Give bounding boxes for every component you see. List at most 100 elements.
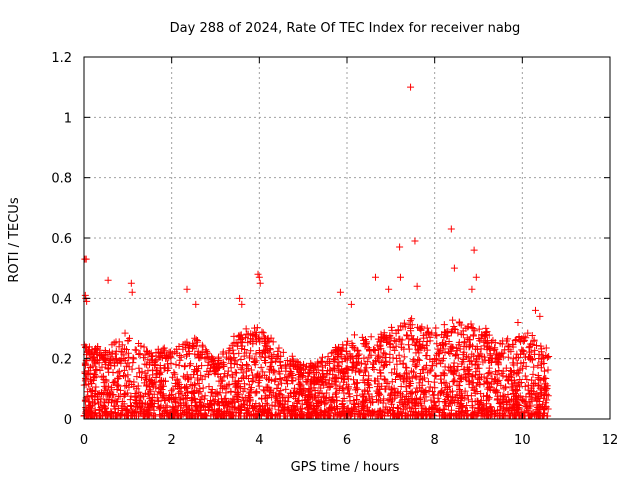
roti-point (420, 334, 428, 342)
roti-point (293, 399, 301, 407)
roti-point (264, 334, 272, 342)
roti-point (87, 363, 95, 371)
y-tick-label: 0.8 (51, 172, 72, 187)
roti-point-peak (255, 273, 263, 281)
roti-point (304, 372, 312, 380)
roti-point (407, 367, 415, 375)
roti-point (380, 329, 388, 337)
roti-point (155, 388, 163, 396)
roti-point (480, 406, 488, 414)
roti-point (261, 348, 269, 356)
roti-point (118, 341, 126, 349)
roti-point (92, 383, 100, 391)
roti-point (229, 373, 237, 381)
roti-point (149, 352, 157, 360)
roti-point (289, 402, 297, 410)
roti-point (353, 346, 361, 354)
roti-point (242, 325, 250, 333)
roti-point (441, 384, 449, 392)
roti-point (386, 331, 394, 339)
roti-point (344, 386, 352, 394)
roti-point (475, 325, 483, 333)
roti-point (284, 380, 292, 388)
roti-point (352, 359, 360, 367)
roti-point (405, 345, 413, 353)
roti-point (235, 333, 243, 341)
roti-point (468, 360, 476, 368)
roti-point (480, 380, 488, 388)
roti-point (235, 332, 243, 340)
roti-point (422, 406, 430, 414)
roti-point (232, 380, 240, 388)
roti-point (151, 357, 159, 365)
roti-point (375, 353, 383, 361)
roti-point (423, 412, 431, 420)
roti-point (201, 392, 209, 400)
roti-point (465, 377, 473, 385)
roti-point (545, 353, 553, 361)
roti-point (129, 354, 137, 362)
roti-point (428, 362, 436, 370)
roti-point (299, 373, 307, 381)
roti-point (471, 371, 479, 379)
roti-point (314, 358, 322, 366)
roti-point (169, 407, 177, 415)
roti-point (414, 336, 422, 344)
roti-point (131, 389, 139, 397)
roti-point (342, 347, 350, 355)
roti-point (143, 381, 151, 389)
roti-point (210, 400, 218, 408)
roti-point (307, 359, 315, 367)
roti-point-peak (192, 300, 200, 308)
roti-point (176, 394, 184, 402)
roti-point (518, 335, 526, 343)
roti-point (120, 392, 128, 400)
roti-point (489, 336, 497, 344)
roti-point (440, 406, 448, 414)
roti-point (393, 369, 401, 377)
roti-point (216, 389, 224, 397)
roti-point (374, 398, 382, 406)
roti-point (137, 405, 145, 413)
roti-point (411, 402, 419, 410)
roti-point (108, 349, 116, 357)
roti-point (467, 392, 475, 400)
roti-point-peak (183, 285, 191, 293)
roti-point (130, 355, 138, 363)
roti-point (261, 406, 269, 414)
roti-point (312, 369, 320, 377)
roti-point (389, 354, 397, 362)
roti-point (354, 400, 362, 408)
roti-point (304, 406, 312, 414)
roti-point (123, 406, 131, 414)
roti-point (262, 392, 270, 400)
x-tick-label: 0 (80, 433, 88, 448)
roti-point (437, 341, 445, 349)
roti-point (350, 331, 358, 339)
roti-point (464, 354, 472, 362)
roti-point (209, 392, 217, 400)
roti-point (469, 332, 477, 340)
roti-point (532, 410, 540, 418)
roti-point (349, 363, 357, 371)
roti-point (197, 353, 205, 361)
roti-point (150, 390, 158, 398)
roti-point (448, 368, 456, 376)
roti-point (274, 381, 282, 389)
roti-point (447, 397, 455, 405)
roti-point (306, 394, 314, 402)
roti-point (450, 325, 458, 333)
roti-point (497, 400, 505, 408)
roti-point (252, 374, 260, 382)
roti-point (304, 375, 312, 383)
roti-point (375, 411, 383, 419)
roti-point (114, 369, 122, 377)
roti-point (217, 377, 225, 385)
roti-point (92, 372, 100, 380)
roti-point (93, 365, 101, 373)
roti-point (172, 380, 180, 388)
roti-point (416, 384, 424, 392)
roti-point (511, 411, 519, 419)
roti-point (347, 409, 355, 417)
roti-point (171, 397, 179, 405)
